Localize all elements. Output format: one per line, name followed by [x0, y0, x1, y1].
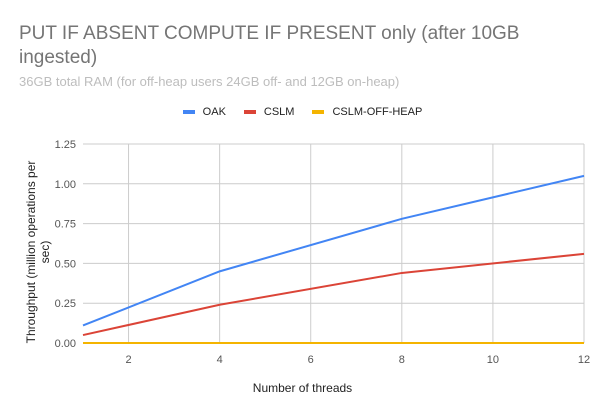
x-tick-label: 12	[578, 354, 590, 366]
legend-label: CSLM-OFF-HEAP	[332, 106, 423, 118]
legend-item-cslm[interactable]: CSLM	[243, 106, 295, 118]
y-axis-label: Throughput (million operations per sec)	[24, 160, 52, 344]
legend-swatch-icon	[182, 110, 195, 114]
legend-item-cslm-off-heap[interactable]: CSLM-OFF-HEAP	[312, 106, 422, 118]
y-tick-label: 0.25	[55, 298, 76, 310]
x-tick-label: 4	[217, 354, 223, 366]
x-tick-label: 8	[399, 354, 405, 366]
series-line-cslm[interactable]	[82, 252, 585, 337]
x-tick-label: 2	[125, 354, 131, 366]
gridlines	[83, 143, 585, 344]
x-tick-label: 6	[308, 354, 314, 366]
legend: OAK CSLM CSLM-OFF-HEAP	[0, 106, 605, 118]
x-axis-label: Number of threads	[252, 381, 353, 395]
chart-title: PUT IF ABSENT COMPUTE IF PRESENT only (a…	[19, 23, 520, 68]
x-tick-label: 10	[487, 354, 499, 366]
y-tick-label: 0.00	[55, 338, 76, 350]
legend-item-oak[interactable]: OAK	[182, 106, 226, 118]
y-tick-label: 0.50	[55, 258, 76, 270]
legend-label: CSLM	[263, 106, 295, 118]
series-line-oak[interactable]	[82, 174, 585, 327]
y-tick-label: 0.75	[55, 219, 76, 231]
y-tick-label: 1.25	[55, 139, 76, 151]
legend-swatch-icon	[312, 110, 325, 114]
chart-subtitle: 36GB total RAM (for off-heap users 24GB …	[19, 74, 400, 89]
tick-labels: 0.00 0.25 0.50 0.75 1.00 1.25 2 4 6 8 10 12	[55, 139, 591, 366]
data-lines	[82, 174, 585, 344]
legend-swatch-icon	[243, 110, 256, 114]
legend-label: OAK	[202, 106, 226, 118]
y-tick-label: 1.00	[55, 179, 76, 191]
